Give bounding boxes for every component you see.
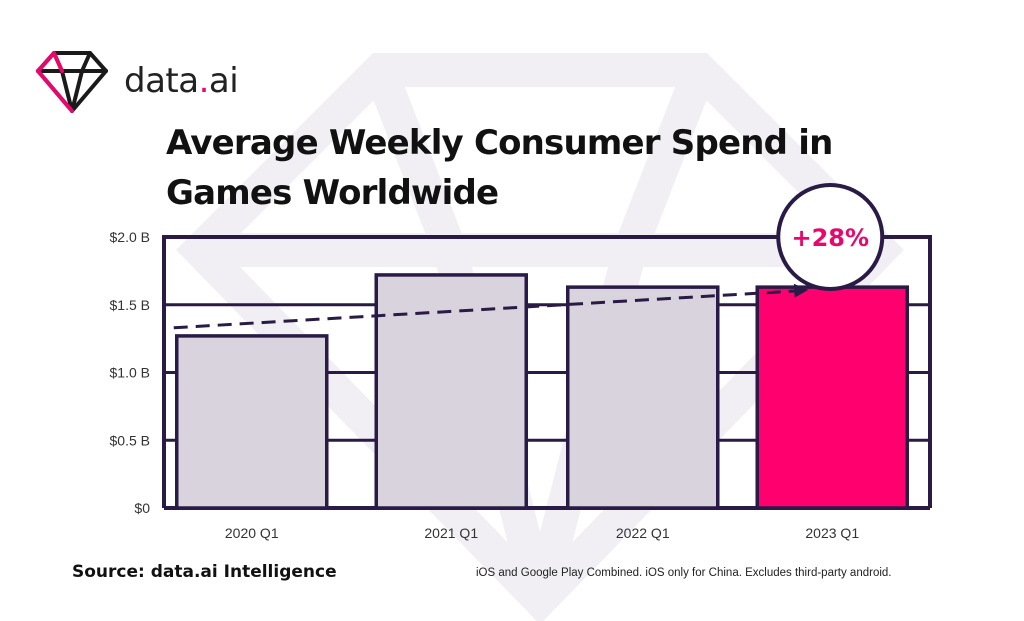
y-tick-label: $2.0 B xyxy=(110,229,150,245)
bar xyxy=(374,273,528,510)
y-tick-label: $0.5 B xyxy=(110,432,150,448)
y-tick-label: $1.5 B xyxy=(110,297,150,313)
y-tick-label: $0 xyxy=(134,500,150,516)
plot-frame xyxy=(162,235,932,508)
brand-logo: data.ai xyxy=(34,44,239,118)
bar xyxy=(566,285,720,510)
brand-wordmark: data.ai xyxy=(124,61,239,101)
x-tick-label: 2023 Q1 xyxy=(805,525,859,541)
growth-badge xyxy=(776,183,885,291)
brand-name-suffix: ai xyxy=(208,61,239,101)
x-tick-label: 2022 Q1 xyxy=(616,525,670,541)
footnote: iOS and Google Play Combined. iOS only f… xyxy=(476,567,892,579)
trend-arrow-head xyxy=(793,283,809,298)
y-tick-label: $1.0 B xyxy=(110,365,150,381)
trend-line xyxy=(173,289,799,330)
bar xyxy=(755,285,909,510)
brand-name-prefix: data xyxy=(124,61,199,101)
growth-badge-text: +28% xyxy=(791,224,869,252)
brand-name-dot: . xyxy=(198,61,210,101)
x-tick-label: 2021 Q1 xyxy=(424,525,478,541)
x-tick-label: 2020 Q1 xyxy=(225,525,279,541)
chart-title: Average Weekly Consumer Spend in Games W… xyxy=(166,123,833,213)
diamond-icon xyxy=(36,51,108,113)
bar xyxy=(175,334,329,510)
source-label: Source: data.ai Intelligence xyxy=(72,562,337,582)
